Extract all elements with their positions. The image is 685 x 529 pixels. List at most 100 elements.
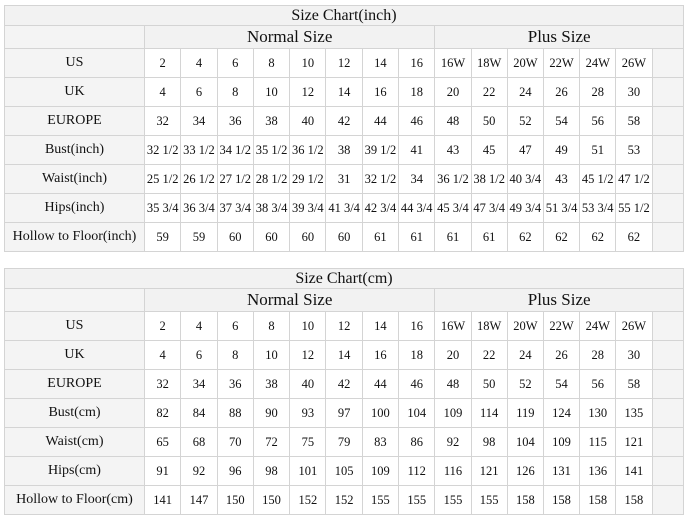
size-cell: 109	[542, 427, 581, 457]
table-title: Size Chart(cm)	[4, 268, 684, 289]
size-cell: 38	[252, 106, 291, 136]
size-cell: 112	[398, 456, 436, 486]
size-cell: 38 1/2	[470, 164, 508, 194]
size-cell: 27 1/2	[216, 164, 254, 194]
size-cell: 62	[506, 222, 544, 252]
size-cell: 39 3/4	[289, 193, 327, 223]
size-cell: 10	[252, 340, 291, 370]
filler-cell	[651, 135, 684, 165]
size-cell: 56	[579, 369, 617, 399]
size-row: Bust(cm) 82 84 88 90 93 97 100 104 109 114 119 124 13…	[4, 398, 684, 428]
size-cell: 8	[252, 48, 291, 78]
size-cell: 84	[180, 398, 218, 428]
row-label: Hips(cm)	[4, 456, 145, 486]
size-cell: 45	[470, 135, 508, 165]
size-cell: 4	[180, 48, 218, 78]
size-cell: 152	[325, 485, 363, 515]
size-row: US 2 4 6 8 10 12 14 16 16W 18W 20W 22W 24W 26W	[4, 311, 684, 341]
size-cell: 61	[398, 222, 436, 252]
group-row: Normal Size Plus Size	[4, 288, 684, 312]
row-label: US	[4, 48, 145, 78]
size-cell: 20W	[506, 48, 544, 78]
size-cell: 36 1/2	[434, 164, 472, 194]
size-cell: 155	[470, 485, 508, 515]
size-cell: 47	[506, 135, 544, 165]
row-label: UK	[4, 340, 145, 370]
size-cell: 8	[216, 77, 254, 107]
size-cell: 41	[398, 135, 436, 165]
size-cell: 48	[434, 369, 472, 399]
size-cell: 155	[398, 485, 436, 515]
size-cell: 92	[180, 456, 218, 486]
filler-cell	[651, 77, 684, 107]
size-cell: 53	[615, 135, 653, 165]
size-cell: 38	[325, 135, 363, 165]
size-cell: 104	[506, 427, 544, 457]
size-cell: 16W	[434, 311, 472, 341]
size-cell: 88	[216, 398, 254, 428]
size-cell: 49 3/4	[506, 193, 544, 223]
size-cell: 24	[506, 340, 544, 370]
size-cell: 121	[470, 456, 508, 486]
size-cell: 51 3/4	[542, 193, 581, 223]
size-cell: 22	[470, 77, 508, 107]
filler-cell	[651, 222, 684, 252]
size-cell: 49	[542, 135, 581, 165]
size-cell: 62	[615, 222, 653, 252]
size-cell: 36	[216, 106, 254, 136]
group-header: Normal Size	[143, 288, 436, 312]
size-cell: 25 1/2	[143, 164, 182, 194]
size-row: UK 4 6 8 10 12 14 16 18 20 22 24 26 28 30	[4, 340, 684, 370]
size-cell: 105	[325, 456, 363, 486]
size-cell: 40	[289, 106, 327, 136]
row-label: Hollow to Floor(inch)	[4, 222, 145, 252]
size-cell: 130	[579, 398, 617, 428]
size-cell: 61	[470, 222, 508, 252]
row-label: Waist(cm)	[4, 427, 145, 457]
filler-cell	[651, 164, 684, 194]
title-row: Size Chart(inch)	[4, 5, 684, 26]
size-cell: 32 1/2	[143, 135, 182, 165]
size-cell: 22W	[542, 48, 581, 78]
size-cell: 36	[216, 369, 254, 399]
size-cell: 26W	[615, 311, 653, 341]
size-cell: 51	[579, 135, 617, 165]
size-cell: 58	[615, 369, 653, 399]
size-cell: 34	[398, 164, 436, 194]
size-cell: 38 3/4	[252, 193, 291, 223]
size-chart-table: Size Chart(inch) Normal Size Plus Size US 2 4…	[4, 5, 684, 252]
size-cell: 98	[252, 456, 291, 486]
size-cell: 83	[361, 427, 400, 457]
size-cell: 60	[252, 222, 291, 252]
size-cell: 131	[542, 456, 581, 486]
filler-cell	[651, 340, 684, 370]
filler-cell	[651, 311, 684, 341]
size-cell: 44	[361, 106, 400, 136]
size-cell: 136	[579, 456, 617, 486]
group-header: Plus Size	[434, 25, 684, 49]
size-cell: 24W	[579, 311, 617, 341]
size-cell: 10	[252, 77, 291, 107]
size-cell: 39 1/2	[361, 135, 400, 165]
size-cell: 147	[180, 485, 218, 515]
size-cell: 82	[143, 398, 182, 428]
size-cell: 45 1/2	[579, 164, 617, 194]
size-cell: 28	[579, 340, 617, 370]
row-label: Bust(inch)	[4, 135, 145, 165]
filler-cell	[651, 485, 684, 515]
size-cell: 60	[325, 222, 363, 252]
size-cell: 2	[143, 311, 182, 341]
size-cell: 16	[361, 77, 400, 107]
size-cell: 97	[325, 398, 363, 428]
size-cell: 158	[542, 485, 581, 515]
size-cell: 43	[542, 164, 581, 194]
size-cell: 56	[579, 106, 617, 136]
filler-cell	[651, 193, 684, 223]
size-cell: 12	[325, 48, 363, 78]
group-header: Plus Size	[434, 288, 684, 312]
size-cell: 155	[434, 485, 472, 515]
size-cell: 46	[398, 369, 436, 399]
group-row: Normal Size Plus Size	[4, 25, 684, 49]
size-cell: 26	[542, 77, 581, 107]
